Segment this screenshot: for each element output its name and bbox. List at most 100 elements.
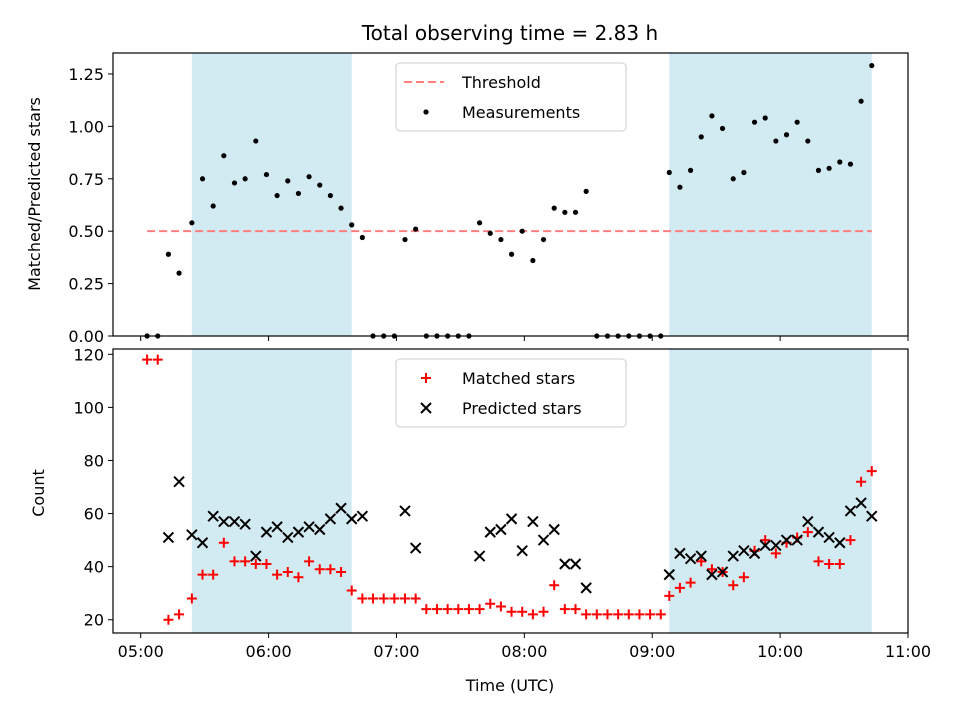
bottom-matched-stars-point-6: [208, 569, 219, 580]
bottom-ytick-label-0: 20: [84, 611, 104, 630]
bottom-predicted-stars-point-43: [780, 534, 793, 546]
top-measurements-point-19: [349, 222, 355, 228]
bottom-matched-stars-point-65: [834, 558, 845, 569]
top-measurements-point-49: [666, 169, 672, 176]
bottom-predicted-stars-point-29: [559, 558, 571, 570]
top-measurements-point-41: [583, 188, 589, 194]
top-ytick-label-4: 1.00: [68, 117, 104, 136]
bottom-predicted-stars-point-22: [484, 526, 496, 538]
bottom-predicted-stars-point-21: [473, 550, 486, 562]
bottom-matched-stars-point-56: [738, 572, 749, 583]
top-measurements-point-63: [815, 167, 822, 173]
bottom-predicted-stars-point-0: [162, 531, 175, 544]
chart-title: Total observing time = 2.83 h: [361, 21, 658, 45]
top-legend-label-1: Measurements: [462, 103, 580, 122]
bottom-predicted-stars-point-36: [706, 568, 718, 581]
bottom-matched-stars-point-12: [272, 569, 283, 580]
ratio-panel: 0.00 0.25 0.50 0.75 1.00 1.25 Threshold Measure…: [68, 52, 909, 346]
bottom-predicted-stars-point-20: [409, 542, 422, 554]
bottom-matched-stars-point-44: [613, 609, 624, 620]
bottom-matched-stars-point-47: [645, 609, 656, 620]
top-measurements-point-15: [306, 174, 312, 180]
top-measurements-point-18: [338, 205, 344, 211]
bottom-shaded-interval-1: [191, 349, 352, 633]
bottom-predicted-stars-point-49: [844, 505, 857, 517]
top-measurements-point-38: [551, 205, 557, 211]
bottom-matched-stars-point-45: [623, 609, 634, 620]
top-measurements-point-66: [847, 161, 854, 167]
top-legend: Threshold Measurements: [395, 62, 627, 132]
bottom-matched-stars-point-19: [346, 585, 357, 596]
bottom-predicted-stars-point-51: [866, 510, 878, 522]
bottom-matched-stars-point-30: [463, 604, 474, 615]
x-axis-label: Time (UTC): [465, 676, 554, 695]
bottom-matched-stars-point-27: [431, 604, 442, 615]
bottom-matched-stars-point-36: [527, 609, 538, 620]
top-measurements-point-13: [285, 178, 291, 184]
bottom-matched-stars-point-50: [674, 582, 685, 593]
top-shaded-interval-1: [191, 53, 352, 336]
top-measurements-point-24: [402, 236, 408, 243]
bottom-matched-stars-point-38: [549, 580, 560, 591]
top-measurements-point-2: [165, 251, 172, 257]
bottom-matched-stars-point-33: [495, 601, 506, 612]
bottom-matched-stars-point-37: [538, 606, 549, 617]
count-panel: 20 40 60 80 100 120 05:00 06:00 07:00 08:00 09:00 1…: [73, 345, 931, 661]
bottom-matched-stars-point-3: [174, 609, 185, 620]
top-measurements-point-7: [221, 153, 227, 159]
bottom-matched-stars-point-17: [325, 564, 336, 575]
top-measurements-point-12: [274, 192, 280, 199]
bottom-matched-stars-point-18: [336, 566, 347, 577]
xtick-label-5: 10:00: [757, 642, 803, 661]
bottom-matched-stars-point-16: [314, 564, 325, 575]
bottom-matched-stars-point-64: [824, 558, 835, 569]
top-measurements-point-14: [295, 190, 302, 197]
top-measurements-point-56: [741, 169, 747, 176]
bottom-ytick-label-3: 80: [84, 451, 104, 470]
bottom-predicted-stars-point-26: [527, 515, 539, 528]
top-legend-label-0: Threshold: [461, 73, 541, 92]
bottom-predicted-stars-point-48: [834, 537, 846, 549]
top-measurements-point-35: [519, 228, 525, 234]
bottom-predicted-stars-point-47: [823, 531, 835, 544]
top-measurements-point-17: [327, 192, 333, 199]
bottom-predicted-stars-point-2: [186, 529, 198, 541]
bottom-matched-stars-point-2: [163, 614, 174, 625]
bottom-matched-stars-point-40: [570, 604, 581, 615]
bottom-predicted-stars-point-46: [812, 526, 825, 538]
top-measurements-point-34: [508, 251, 515, 257]
top-measurements-point-68: [869, 62, 875, 69]
bottom-matched-stars-point-48: [655, 609, 666, 620]
bottom-predicted-stars-point-41: [759, 539, 771, 552]
bottom-shaded-interval-2: [669, 349, 872, 633]
bottom-matched-stars-point-0: [142, 354, 153, 365]
top-measurements-point-9: [242, 176, 248, 182]
top-measurements-point-57: [751, 119, 758, 125]
bottom-predicted-stars-point-28: [548, 523, 560, 536]
top-axes-frame: [112, 52, 909, 337]
top-measurements-point-65: [837, 159, 843, 165]
bottom-predicted-stars-point-3: [196, 537, 209, 549]
bottom-matched-stars-point-21: [368, 593, 379, 604]
bottom-matched-stars-point-59: [770, 548, 781, 559]
top-measurements-point-32: [487, 230, 493, 236]
bottom-matched-stars-point-51: [685, 577, 696, 588]
bottom-legend-label-1: Predicted stars: [462, 399, 582, 418]
bottom-matched-stars-point-62: [802, 527, 813, 538]
bottom-matched-stars-point-31: [474, 604, 485, 615]
top-measurements-point-67: [858, 98, 864, 104]
top-measurements-point-6: [210, 203, 216, 209]
top-measurements-point-64: [826, 165, 832, 171]
bottom-ytick-label-4: 100: [73, 398, 104, 417]
bottom-matched-stars-point-20: [357, 593, 368, 604]
top-measurements-point-36: [530, 257, 536, 264]
bottom-predicted-stars-point-15: [324, 513, 337, 525]
top-measurements-point-50: [677, 184, 683, 190]
bottom-matched-stars-point-49: [664, 590, 675, 601]
bottom-predicted-stars-point-31: [580, 582, 592, 594]
bottom-predicted-stars-point-8: [250, 550, 262, 562]
xtick-label-2: 07:00: [373, 642, 419, 661]
bottom-matched-stars-point-66: [845, 535, 856, 546]
top-shaded-interval-2: [669, 53, 872, 336]
